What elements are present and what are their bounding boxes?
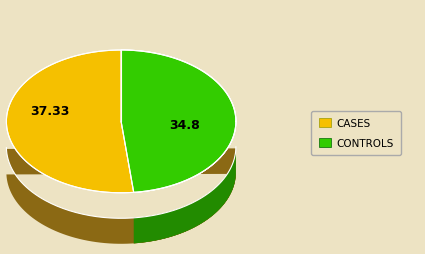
- Polygon shape: [6, 147, 236, 244]
- Text: 37.33: 37.33: [30, 105, 70, 118]
- Polygon shape: [134, 148, 236, 243]
- Polygon shape: [6, 51, 236, 193]
- Text: 34.8: 34.8: [169, 119, 200, 132]
- Polygon shape: [121, 51, 236, 193]
- Legend: CASES, CONTROLS: CASES, CONTROLS: [311, 111, 401, 155]
